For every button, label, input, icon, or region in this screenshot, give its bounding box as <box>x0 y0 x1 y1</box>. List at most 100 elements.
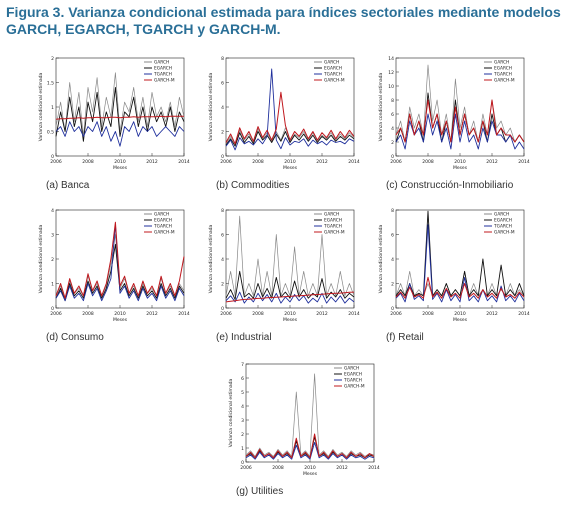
legend-label: TGARCH <box>323 224 342 230</box>
y-tick-label: 0.5 <box>47 130 54 136</box>
y-tick-label: 7 <box>241 362 244 368</box>
y-tick-label: 1 <box>51 282 54 288</box>
y-tick-label: 10 <box>388 84 394 90</box>
series-line-garch <box>395 64 525 143</box>
x-tick-label: 2006 <box>240 465 252 471</box>
x-axis-label: Meses <box>113 165 128 171</box>
x-tick-label: 2008 <box>422 159 434 165</box>
y-axis-label: Varianza condicional estimada <box>378 224 384 293</box>
y-tick-label: 3 <box>51 233 54 239</box>
x-tick-label: 2008 <box>422 311 434 317</box>
chart-consumo: 0 1 2 3 4 2006 2008 2010 2012 2014 Meses Varianza c… <box>38 208 190 323</box>
y-tick-label: 0 <box>391 306 394 312</box>
legend-label: GARCH-M <box>494 230 515 236</box>
x-tick-label: 2014 <box>348 159 360 165</box>
legend-label: EGARCH <box>494 218 512 224</box>
x-tick-label: 2014 <box>178 159 190 165</box>
figure-title: Figura 3. Varianza condicional estimada … <box>6 4 561 37</box>
y-axis-label: Varianza condicional estimada <box>38 72 44 141</box>
x-tick-label: 2010 <box>454 311 466 317</box>
chart-caption-commodities: (b) Commodities <box>216 180 290 191</box>
legend-label: GARCH-M <box>344 384 365 390</box>
chart-construccion: 0 2 4 6 8 10 12 14 2006 2008 2010 2012 2014 Meses Vari… <box>378 56 530 171</box>
legend-label: TGARCH <box>493 72 512 78</box>
legend-label: EGARCH <box>154 218 172 224</box>
x-tick-label: 2006 <box>50 159 62 165</box>
series-line-garch-m <box>55 221 185 299</box>
x-tick-label: 2010 <box>304 465 316 471</box>
x-tick-label: 2008 <box>252 159 264 165</box>
legend-label: GARCH <box>494 60 509 66</box>
series-line-garch-m <box>225 91 355 145</box>
y-tick-label: 14 <box>388 56 394 62</box>
y-tick-label: 4 <box>221 105 224 111</box>
y-tick-label: 8 <box>391 98 394 104</box>
y-tick-label: 4 <box>391 126 394 132</box>
legend-label: GARCH-M <box>494 78 515 84</box>
series-line-egarch <box>395 210 525 297</box>
x-tick-label: 2010 <box>454 159 466 165</box>
legend-label: TGARCH <box>153 224 172 230</box>
chart-panel-utilities: 0 1 2 3 4 5 6 7 2006 2008 2010 2012 2014 Meses Varianz… <box>218 354 388 502</box>
series-line-garch-m <box>225 291 355 303</box>
y-tick-label: 0 <box>51 306 54 312</box>
chart-banca: 0 0.5 1 1.5 2 2006 2008 2010 2012 2014 Meses Varian… <box>38 56 190 171</box>
y-tick-label: 1.5 <box>47 81 54 87</box>
chart-industrial: 0 2 4 6 8 2006 2008 2010 2012 2014 Meses Varianza c… <box>208 208 360 323</box>
y-axis-label: Varianza condicional estimada <box>378 72 384 141</box>
x-tick-label: 2006 <box>390 311 402 317</box>
y-tick-label: 6 <box>391 233 394 239</box>
x-axis-label: Meses <box>453 317 468 323</box>
series-line-garch-m <box>395 276 525 299</box>
y-tick-label: 6 <box>221 233 224 239</box>
y-tick-label: 2 <box>391 282 394 288</box>
y-tick-label: 0 <box>221 154 224 160</box>
y-tick-label: 6 <box>241 376 244 382</box>
y-axis-label: Varianza condicional estimada <box>208 224 214 293</box>
legend-label: GARCH <box>344 366 359 372</box>
y-tick-label: 8 <box>221 56 224 62</box>
chart-caption-industrial: (e) Industrial <box>216 332 272 343</box>
legend-label: GARCH <box>324 60 339 66</box>
y-tick-label: 4 <box>51 208 54 214</box>
y-tick-label: 8 <box>391 208 394 214</box>
y-tick-label: 6 <box>221 81 224 87</box>
legend-label: EGARCH <box>344 372 362 378</box>
series-line-garch-m <box>395 99 525 143</box>
legend-label: GARCH-M <box>154 78 175 84</box>
legend-label: GARCH-M <box>324 78 345 84</box>
y-tick-label: 2 <box>221 130 224 136</box>
series-line-tgarch <box>55 121 185 147</box>
y-tick-label: 2 <box>241 432 244 438</box>
chart-utilities: 0 1 2 3 4 5 6 7 2006 2008 2010 2012 2014 Meses Varianz… <box>228 362 380 477</box>
y-axis-label: Varianza condicional estimada <box>208 72 214 141</box>
x-tick-label: 2008 <box>82 159 94 165</box>
x-axis-label: Meses <box>453 165 468 171</box>
legend-label: TGARCH <box>343 378 362 384</box>
y-tick-label: 12 <box>388 70 394 76</box>
x-tick-label: 2008 <box>82 311 94 317</box>
y-tick-label: 4 <box>391 257 394 263</box>
y-tick-label: 4 <box>221 257 224 263</box>
legend-label: GARCH-M <box>324 230 345 236</box>
x-tick-label: 2010 <box>284 311 296 317</box>
x-axis-label: Meses <box>113 317 128 323</box>
x-tick-label: 2006 <box>390 159 402 165</box>
x-tick-label: 2014 <box>348 311 360 317</box>
series-line-garch <box>55 72 185 137</box>
legend-label: EGARCH <box>324 66 342 72</box>
chart-panel-consumo: 0 1 2 3 4 2006 2008 2010 2012 2014 Meses Varianza c… <box>28 200 198 348</box>
chart-retail: 0 2 4 6 8 2006 2008 2010 2012 2014 Meses Varianza c… <box>378 208 530 323</box>
chart-caption-consumo: (d) Consumo <box>46 332 104 343</box>
y-tick-label: 4 <box>241 404 244 410</box>
x-tick-label: 2012 <box>316 311 328 317</box>
y-tick-label: 5 <box>241 390 244 396</box>
y-tick-label: 2 <box>391 140 394 146</box>
x-tick-label: 2008 <box>272 465 284 471</box>
chart-panel-banca: 0 0.5 1 1.5 2 2006 2008 2010 2012 2014 Meses Varian… <box>28 48 198 196</box>
chart-caption-retail: (f) Retail <box>386 332 424 343</box>
y-tick-label: 0 <box>241 460 244 466</box>
y-tick-label: 6 <box>391 112 394 118</box>
x-axis-label: Meses <box>283 165 298 171</box>
y-axis-label: Varianza condicional estimada <box>38 224 44 293</box>
